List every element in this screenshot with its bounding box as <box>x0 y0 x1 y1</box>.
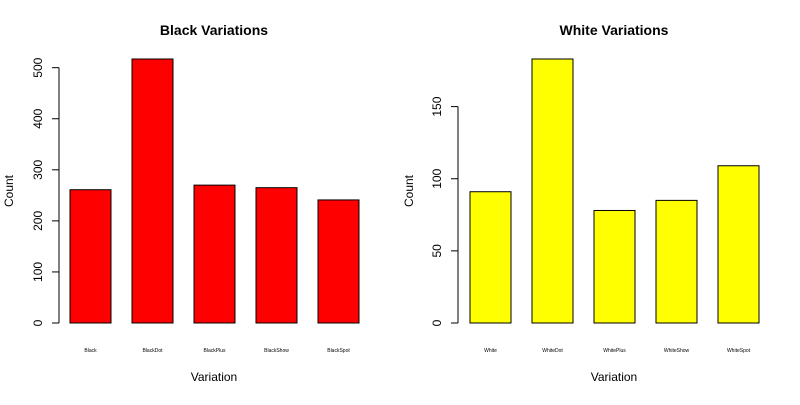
bar-black <box>69 189 112 324</box>
category-label: BlackSpot <box>327 348 350 354</box>
bar-white <box>469 191 512 324</box>
y-tick-label: 400 <box>31 108 45 128</box>
category-label: WhiteSpot <box>727 348 751 354</box>
bar-blackdot <box>131 58 174 324</box>
category-label: BlackDot <box>142 348 163 354</box>
category-label: WhiteDot <box>542 348 563 354</box>
category-label: BlackPlus <box>204 348 226 354</box>
bar-blackshow <box>255 187 298 324</box>
y-tick-label: 100 <box>31 262 45 282</box>
chart-panel-1: Black Variations Black BlackDot BlackPlus Bl… <box>2 22 360 384</box>
bar-whiteshow <box>655 199 698 324</box>
y-tick-label: 50 <box>430 244 444 258</box>
chart-title: Black Variations <box>160 22 268 38</box>
bar-whiteplus <box>593 209 636 324</box>
x-axis-label: Variation <box>191 370 237 384</box>
y-tick-label: 200 <box>31 211 45 231</box>
x-axis-label: Variation <box>591 370 637 384</box>
chart-panel-2: White Variations White WhiteDot WhitePlus Wh… <box>402 22 760 384</box>
bar-whitespot <box>717 165 760 324</box>
y-tick-label: 100 <box>430 168 444 188</box>
y-axis-label: Count <box>2 174 16 207</box>
y-tick-label: 0 <box>31 319 45 326</box>
bar-blackplus <box>193 184 236 324</box>
y-tick-label: 500 <box>31 57 45 77</box>
bar-whitedot <box>531 58 574 324</box>
bar-blackspot <box>317 199 360 324</box>
category-label: Black <box>84 348 97 354</box>
y-tick-label: 300 <box>31 159 45 179</box>
y-axis-label: Count <box>402 174 416 207</box>
category-label: WhitePlus <box>603 348 626 354</box>
category-label: WhiteShow <box>664 348 690 354</box>
y-tick-label: 150 <box>430 96 444 116</box>
category-label: BlackShow <box>264 348 289 354</box>
y-tick-label: 0 <box>430 319 444 326</box>
category-label: White <box>484 348 497 354</box>
chart-title: White Variations <box>560 22 669 38</box>
